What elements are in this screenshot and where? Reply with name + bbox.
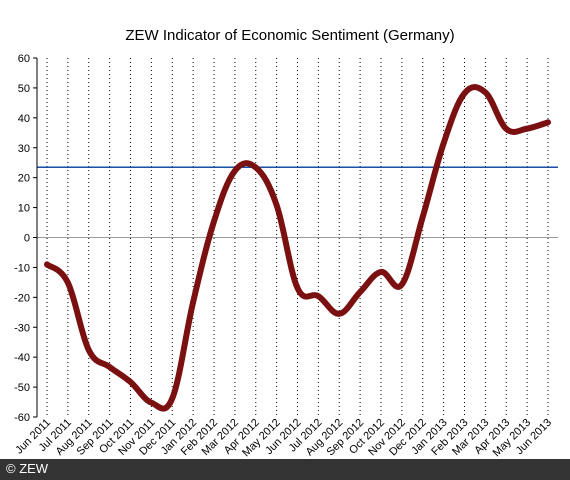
chart-title: ZEW Indicator of Economic Sentiment (Ger…	[125, 27, 454, 44]
y-tick-label: 60	[18, 53, 30, 65]
data-point	[462, 90, 467, 96]
y-tick-label: -30	[14, 322, 30, 334]
data-point	[524, 126, 530, 132]
y-tick-label: 30	[18, 143, 30, 155]
data-point	[420, 214, 426, 220]
data-point	[232, 168, 238, 174]
y-tick-label: 0	[24, 233, 30, 245]
data-point	[482, 89, 488, 95]
y-tick-label: 10	[18, 203, 30, 215]
y-tick-label: 20	[18, 173, 30, 185]
data-point	[211, 218, 217, 224]
data-point	[253, 164, 259, 170]
y-tick-label: -50	[14, 382, 30, 394]
data-point	[44, 261, 50, 267]
data-point	[336, 311, 342, 317]
copyright-credit: © ZEW	[6, 461, 49, 476]
series-layer	[44, 84, 551, 412]
series-line	[44, 84, 551, 412]
footer-bar: © ZEW	[0, 459, 570, 480]
data-point	[357, 289, 363, 295]
data-point	[503, 126, 509, 132]
data-point	[190, 299, 196, 305]
data-point	[65, 280, 71, 286]
y-tick-label: -40	[14, 352, 30, 364]
y-tick-label: 40	[18, 113, 30, 125]
data-point	[169, 395, 175, 401]
data-point	[295, 285, 300, 291]
y-tick-label: -60	[14, 412, 30, 424]
data-point	[545, 119, 551, 125]
y-tick-label: 50	[18, 83, 30, 95]
reference-layer	[37, 166, 558, 238]
data-point	[107, 364, 113, 370]
data-point	[86, 347, 92, 353]
y-tick-label: -10	[14, 262, 30, 274]
data-point	[441, 140, 447, 146]
data-point	[399, 281, 405, 287]
data-point	[315, 293, 321, 299]
data-point	[128, 379, 133, 385]
data-point	[148, 400, 154, 406]
data-point	[274, 202, 280, 208]
line-chart: ZEW Indicator of Economic Sentiment (Ger…	[13, 27, 558, 459]
data-point	[378, 269, 384, 275]
y-tick-label: -20	[14, 292, 30, 304]
